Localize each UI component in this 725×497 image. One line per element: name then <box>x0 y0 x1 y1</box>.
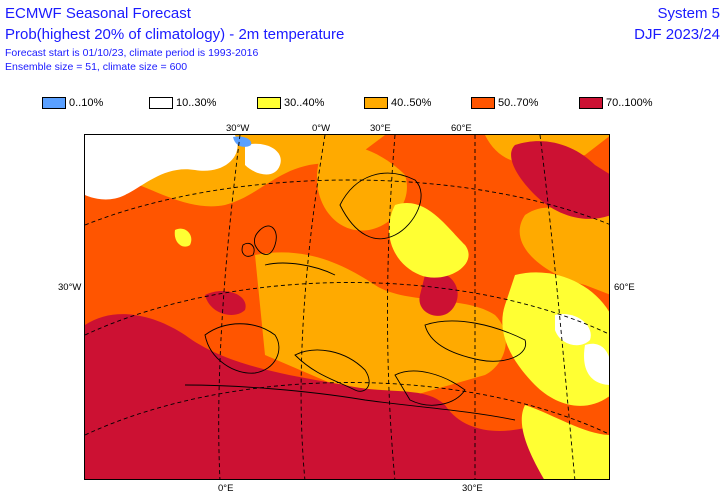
coast-scandinavia <box>339 172 422 240</box>
probability-map <box>84 134 610 480</box>
coast-north-africa <box>184 384 516 421</box>
forecast-start-info: Forecast start is 01/10/23, climate peri… <box>5 47 259 59</box>
region-10-30 <box>85 135 238 200</box>
legend-item: 0..10% <box>42 95 103 110</box>
grid-label-top-30w: 30°W <box>226 123 250 134</box>
coast-europe-north <box>264 262 336 276</box>
legend-swatch <box>364 96 388 109</box>
coast-black-sea <box>424 320 527 362</box>
legend-label: 70..100% <box>606 96 653 109</box>
region-30-40 <box>174 228 192 247</box>
grid-label-top-30e: 30°E <box>370 123 391 134</box>
legend-swatch <box>471 96 495 109</box>
season-label: DJF 2023/24 <box>634 26 720 43</box>
grid-label-bottom-0e: 0°E <box>218 483 234 494</box>
legend-label: 50..70% <box>498 96 539 109</box>
region-10-30 <box>584 343 609 385</box>
region-10-30 <box>245 143 281 175</box>
region-30-40 <box>389 203 469 278</box>
region-10-30 <box>555 314 591 346</box>
grid-label-top-60e: 60°E <box>451 123 472 134</box>
legend-item: 50..70% <box>471 95 538 110</box>
system-label: System 5 <box>657 5 720 22</box>
graticule <box>85 135 609 479</box>
coastlines <box>184 172 527 421</box>
forecast-title: ECMWF Seasonal Forecast <box>5 5 191 22</box>
grid-label-bottom-30e: 30°E <box>462 483 483 494</box>
region-70-100 <box>419 272 458 316</box>
region-70-100 <box>85 314 545 479</box>
legend-item: 30..40% <box>257 95 324 110</box>
legend-item: 40..50% <box>364 95 431 110</box>
region-30-40 <box>521 405 609 479</box>
region-0-10 <box>233 136 252 147</box>
legend-swatch <box>149 96 173 109</box>
region-40-50 <box>316 144 407 231</box>
legend-label: 10..30% <box>176 96 217 109</box>
coast-greece-turkey <box>394 370 466 406</box>
legend-label: 40..50% <box>391 96 432 109</box>
legend-swatch <box>579 96 603 109</box>
ensemble-info: Ensemble size = 51, climate size = 600 <box>5 61 188 73</box>
map-svg <box>85 135 609 479</box>
legend-swatch <box>257 96 281 109</box>
legend-swatch <box>42 96 66 109</box>
grid-label-left-30w: 30°W <box>58 282 82 293</box>
grid-label-right-60e: 60°E <box>614 282 635 293</box>
forecast-subtitle: Prob(highest 20% of climatology) - 2m te… <box>5 26 345 43</box>
region-70-100 <box>511 141 609 219</box>
coast-ireland <box>241 242 255 257</box>
legend-label: 0..10% <box>69 96 104 109</box>
legend-item: 10..30% <box>149 95 216 110</box>
region-70-100 <box>205 290 246 315</box>
coast-iberia <box>204 323 280 374</box>
legend-label: 30..40% <box>284 96 325 109</box>
coast-italy <box>294 349 370 392</box>
region-30-40 <box>502 272 609 406</box>
region-40-50 <box>255 252 506 395</box>
grid-label-top-0w: 0°W <box>312 123 331 134</box>
coast-britain <box>254 225 277 255</box>
legend-item: 70..100% <box>579 95 652 110</box>
legend: 0..10% 10..30% 30..40% 40..50% 50..70% 7… <box>0 95 725 111</box>
